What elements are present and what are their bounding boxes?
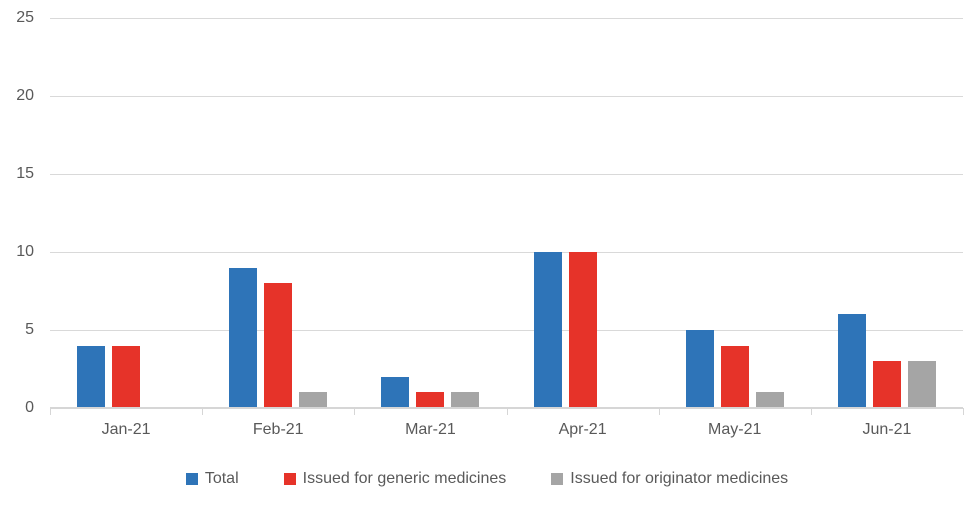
bar-total-jan-21 bbox=[77, 345, 106, 408]
y-axis-tick-label-0: 0 bbox=[25, 399, 34, 416]
legend-label-total: Total bbox=[204, 470, 239, 487]
bar-issued-for-originator-medicines-feb-21 bbox=[299, 392, 328, 408]
bar-group-jan-21 bbox=[50, 18, 202, 408]
y-axis-tick-label-5: 5 bbox=[25, 321, 34, 338]
bar-group-may-21 bbox=[659, 18, 811, 408]
bar-issued-for-originator-medicines-may-21 bbox=[755, 392, 784, 408]
gridline-15 bbox=[50, 174, 963, 175]
y-axis-tick-label-25: 25 bbox=[16, 9, 34, 26]
legend-swatch-issued-for-generic-medicines bbox=[283, 473, 296, 485]
legend-label-issued-for-originator-medicines: Issued for originator medicines bbox=[570, 470, 789, 487]
bar-total-jun-21 bbox=[837, 314, 866, 408]
x-axis-tick-mark bbox=[506, 408, 508, 415]
bar-issued-for-generic-medicines-feb-21 bbox=[264, 283, 293, 408]
legend-item-issued-for-originator-medicines: Issued for originator medicines bbox=[551, 470, 788, 488]
bar-group-feb-21 bbox=[202, 18, 354, 408]
bar-total-may-21 bbox=[685, 330, 714, 408]
x-axis-tick-mark bbox=[658, 408, 660, 415]
bar-issued-for-generic-medicines-mar-21 bbox=[416, 392, 445, 408]
y-axis-tick-label-15: 15 bbox=[16, 165, 34, 182]
bar-issued-for-originator-medicines-mar-21 bbox=[451, 392, 480, 408]
legend-swatch-total bbox=[185, 473, 198, 485]
bar-issued-for-originator-medicines-jun-21 bbox=[907, 361, 936, 408]
bar-total-apr-21 bbox=[533, 252, 562, 408]
bar-group-apr-21 bbox=[507, 18, 659, 408]
bar-total-mar-21 bbox=[381, 376, 410, 408]
x-axis-tick-label-jan-21: Jan-21 bbox=[101, 421, 151, 438]
bar-issued-for-generic-medicines-may-21 bbox=[720, 345, 749, 408]
x-axis-tick-mark bbox=[202, 408, 204, 415]
x-axis-tick-label-mar-21: Mar-21 bbox=[405, 421, 456, 438]
bar-issued-for-generic-medicines-jun-21 bbox=[872, 361, 901, 408]
bar-issued-for-generic-medicines-apr-21 bbox=[568, 252, 597, 408]
bar-issued-for-generic-medicines-jan-21 bbox=[112, 345, 141, 408]
bar-total-feb-21 bbox=[229, 267, 258, 408]
gridline-25 bbox=[50, 18, 963, 19]
y-axis-tick-label-10: 10 bbox=[16, 243, 34, 260]
legend-swatch-issued-for-originator-medicines bbox=[551, 473, 564, 485]
x-axis-tick-mark bbox=[354, 408, 356, 415]
y-axis-tick-label-20: 20 bbox=[16, 87, 34, 104]
bar-group-jun-21 bbox=[811, 18, 963, 408]
plot-area bbox=[50, 18, 963, 409]
legend-item-issued-for-generic-medicines: Issued for generic medicines bbox=[283, 470, 507, 488]
x-axis-tick-label-jun-21: Jun-21 bbox=[862, 421, 912, 438]
x-axis-tick-label-apr-21: Apr-21 bbox=[558, 421, 607, 438]
x-axis-tick-mark bbox=[963, 408, 964, 415]
legend: Total Issued for generic medicines Issued … bbox=[0, 470, 974, 488]
bar-group-mar-21 bbox=[354, 18, 506, 408]
x-axis-tick-mark bbox=[50, 408, 51, 415]
x-axis-tick-label-feb-21: Feb-21 bbox=[252, 421, 304, 438]
gridline-20 bbox=[50, 96, 963, 97]
gridline-10 bbox=[50, 252, 963, 253]
x-axis-tick-label-may-21: May-21 bbox=[708, 421, 762, 438]
legend-label-issued-for-generic-medicines: Issued for generic medicines bbox=[302, 470, 507, 487]
legend-item-total: Total bbox=[185, 470, 239, 488]
x-axis-tick-mark bbox=[810, 408, 812, 415]
gridline-5 bbox=[50, 330, 963, 331]
